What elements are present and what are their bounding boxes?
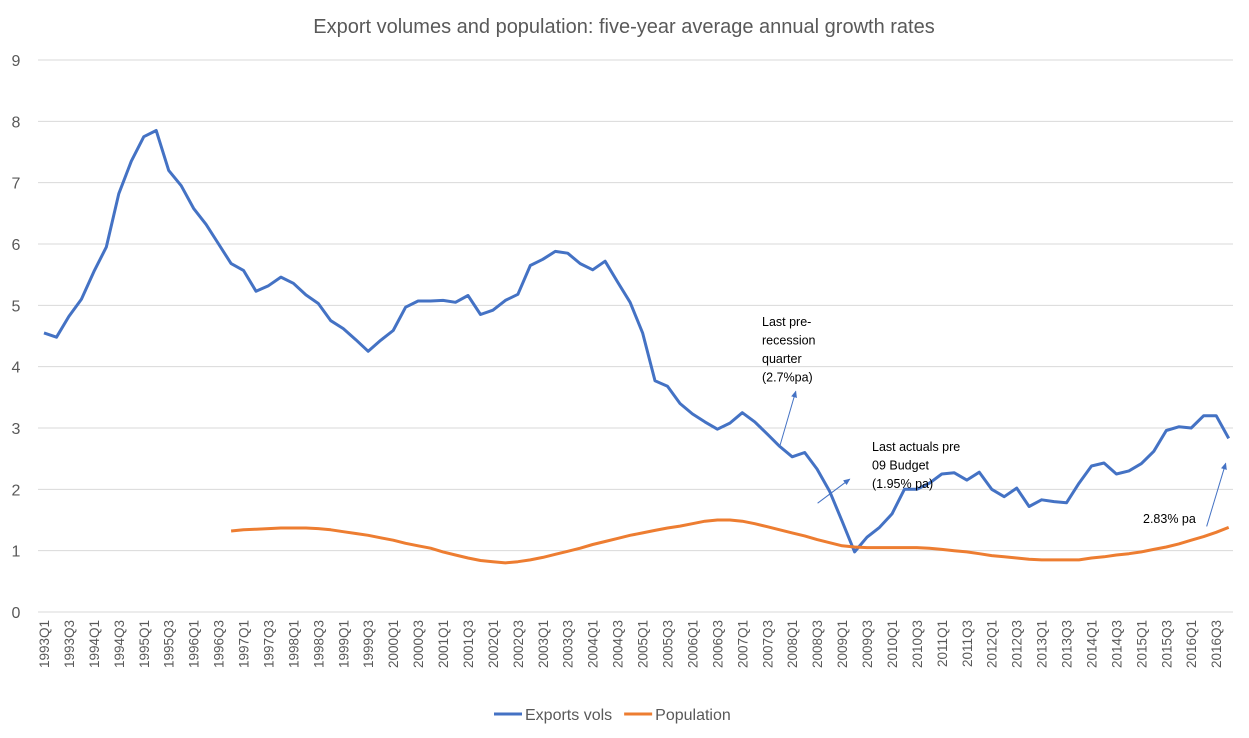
- x-tick-label: 1997Q1: [237, 620, 252, 668]
- chart-title: Export volumes and population: five-year…: [313, 16, 934, 38]
- x-tick-label: 2008Q1: [785, 620, 800, 668]
- x-tick-label: 1997Q3: [261, 620, 276, 668]
- x-tick-label: 1996Q1: [187, 620, 202, 668]
- x-tick-label: 2005Q1: [636, 620, 651, 668]
- annotation-text: Last pre-: [762, 315, 811, 329]
- x-tick-label: 2005Q3: [661, 620, 676, 668]
- x-tick-label: 2014Q3: [1109, 620, 1124, 668]
- x-tick-label: 1994Q1: [87, 620, 102, 668]
- x-tick-label: 1993Q1: [37, 620, 52, 668]
- y-tick-label: 2: [12, 482, 21, 499]
- x-tick-label: 2000Q3: [411, 620, 426, 668]
- x-tick-label: 1999Q3: [361, 620, 376, 668]
- x-tick-label: 2006Q3: [710, 620, 725, 668]
- annotation-text: (2.7%pa): [762, 371, 813, 385]
- annotation-arrow: [1206, 462, 1227, 527]
- y-tick-label: 3: [12, 421, 21, 438]
- x-tick-label: 1994Q3: [112, 620, 127, 668]
- x-tick-label: 2010Q1: [885, 620, 900, 668]
- x-tick-label: 2004Q3: [611, 620, 626, 668]
- x-tick-label: 2016Q3: [1209, 620, 1224, 668]
- x-tick-label: 1996Q3: [212, 620, 227, 668]
- x-tick-label: 2010Q3: [910, 620, 925, 668]
- y-tick-label: 7: [12, 176, 21, 193]
- x-tick-label: 2007Q3: [760, 620, 775, 668]
- legend-label: Exports vols: [525, 707, 612, 724]
- x-tick-label: 2013Q1: [1035, 620, 1050, 668]
- x-tick-label: 2008Q3: [810, 620, 825, 668]
- x-tick-label: 2012Q3: [1010, 620, 1025, 668]
- x-tick-label: 2002Q1: [486, 620, 501, 668]
- y-tick-label: 4: [12, 360, 21, 377]
- x-tick-label: 2003Q3: [561, 620, 576, 668]
- x-tick-label: 2000Q1: [386, 620, 401, 668]
- x-tick-label: 2006Q1: [685, 620, 700, 668]
- x-tick-label: 2007Q1: [735, 620, 750, 668]
- y-tick-label: 0: [12, 605, 21, 622]
- series-line-exports-vols: [43, 129, 1231, 554]
- annotation-text: 2.83% pa: [1143, 512, 1196, 526]
- x-tick-label: 2011Q3: [960, 620, 975, 667]
- x-tick-label: 2016Q1: [1184, 620, 1199, 668]
- legend-label: Population: [655, 707, 731, 724]
- x-tick-label: 1993Q3: [62, 620, 77, 668]
- x-tick-label: 2015Q3: [1159, 620, 1174, 668]
- series-line-population: [230, 518, 1230, 565]
- x-tick-label: 2015Q1: [1134, 620, 1149, 668]
- annotation-text: 09 Budget: [872, 459, 930, 473]
- x-tick-label: 2011Q1: [935, 620, 950, 667]
- x-tick-label: 2001Q1: [436, 620, 451, 668]
- x-tick-label: 2012Q1: [985, 620, 1000, 668]
- x-tick-label: 1995Q3: [162, 620, 177, 668]
- x-tick-label: 1999Q1: [336, 620, 351, 668]
- x-tick-label: 2013Q3: [1060, 620, 1075, 668]
- y-tick-label: 6: [12, 237, 21, 254]
- annotation-text: recession: [762, 334, 816, 348]
- annotation-text: quarter: [762, 352, 802, 366]
- x-tick-label: 2009Q1: [835, 620, 850, 668]
- annotation-arrow: [779, 390, 797, 447]
- x-tick-label: 2003Q1: [536, 620, 551, 668]
- y-tick-label: 9: [12, 53, 21, 70]
- x-tick-label: 2004Q1: [586, 620, 601, 668]
- x-tick-label: 2014Q1: [1084, 620, 1099, 668]
- x-tick-label: 1995Q1: [137, 620, 152, 668]
- x-tick-label: 1998Q1: [286, 620, 301, 668]
- x-tick-label: 2001Q3: [461, 620, 476, 668]
- x-tick-label: 2009Q3: [860, 620, 875, 668]
- y-tick-label: 5: [12, 298, 21, 315]
- x-tick-label: 2002Q3: [511, 620, 526, 668]
- annotation-text: Last actuals pre: [872, 440, 960, 454]
- y-tick-label: 1: [12, 544, 21, 561]
- x-tick-label: 1998Q3: [311, 620, 326, 668]
- annotation-text: (1.95% pa): [872, 477, 933, 491]
- annotation-arrow: [817, 478, 851, 504]
- y-tick-label: 8: [12, 114, 21, 131]
